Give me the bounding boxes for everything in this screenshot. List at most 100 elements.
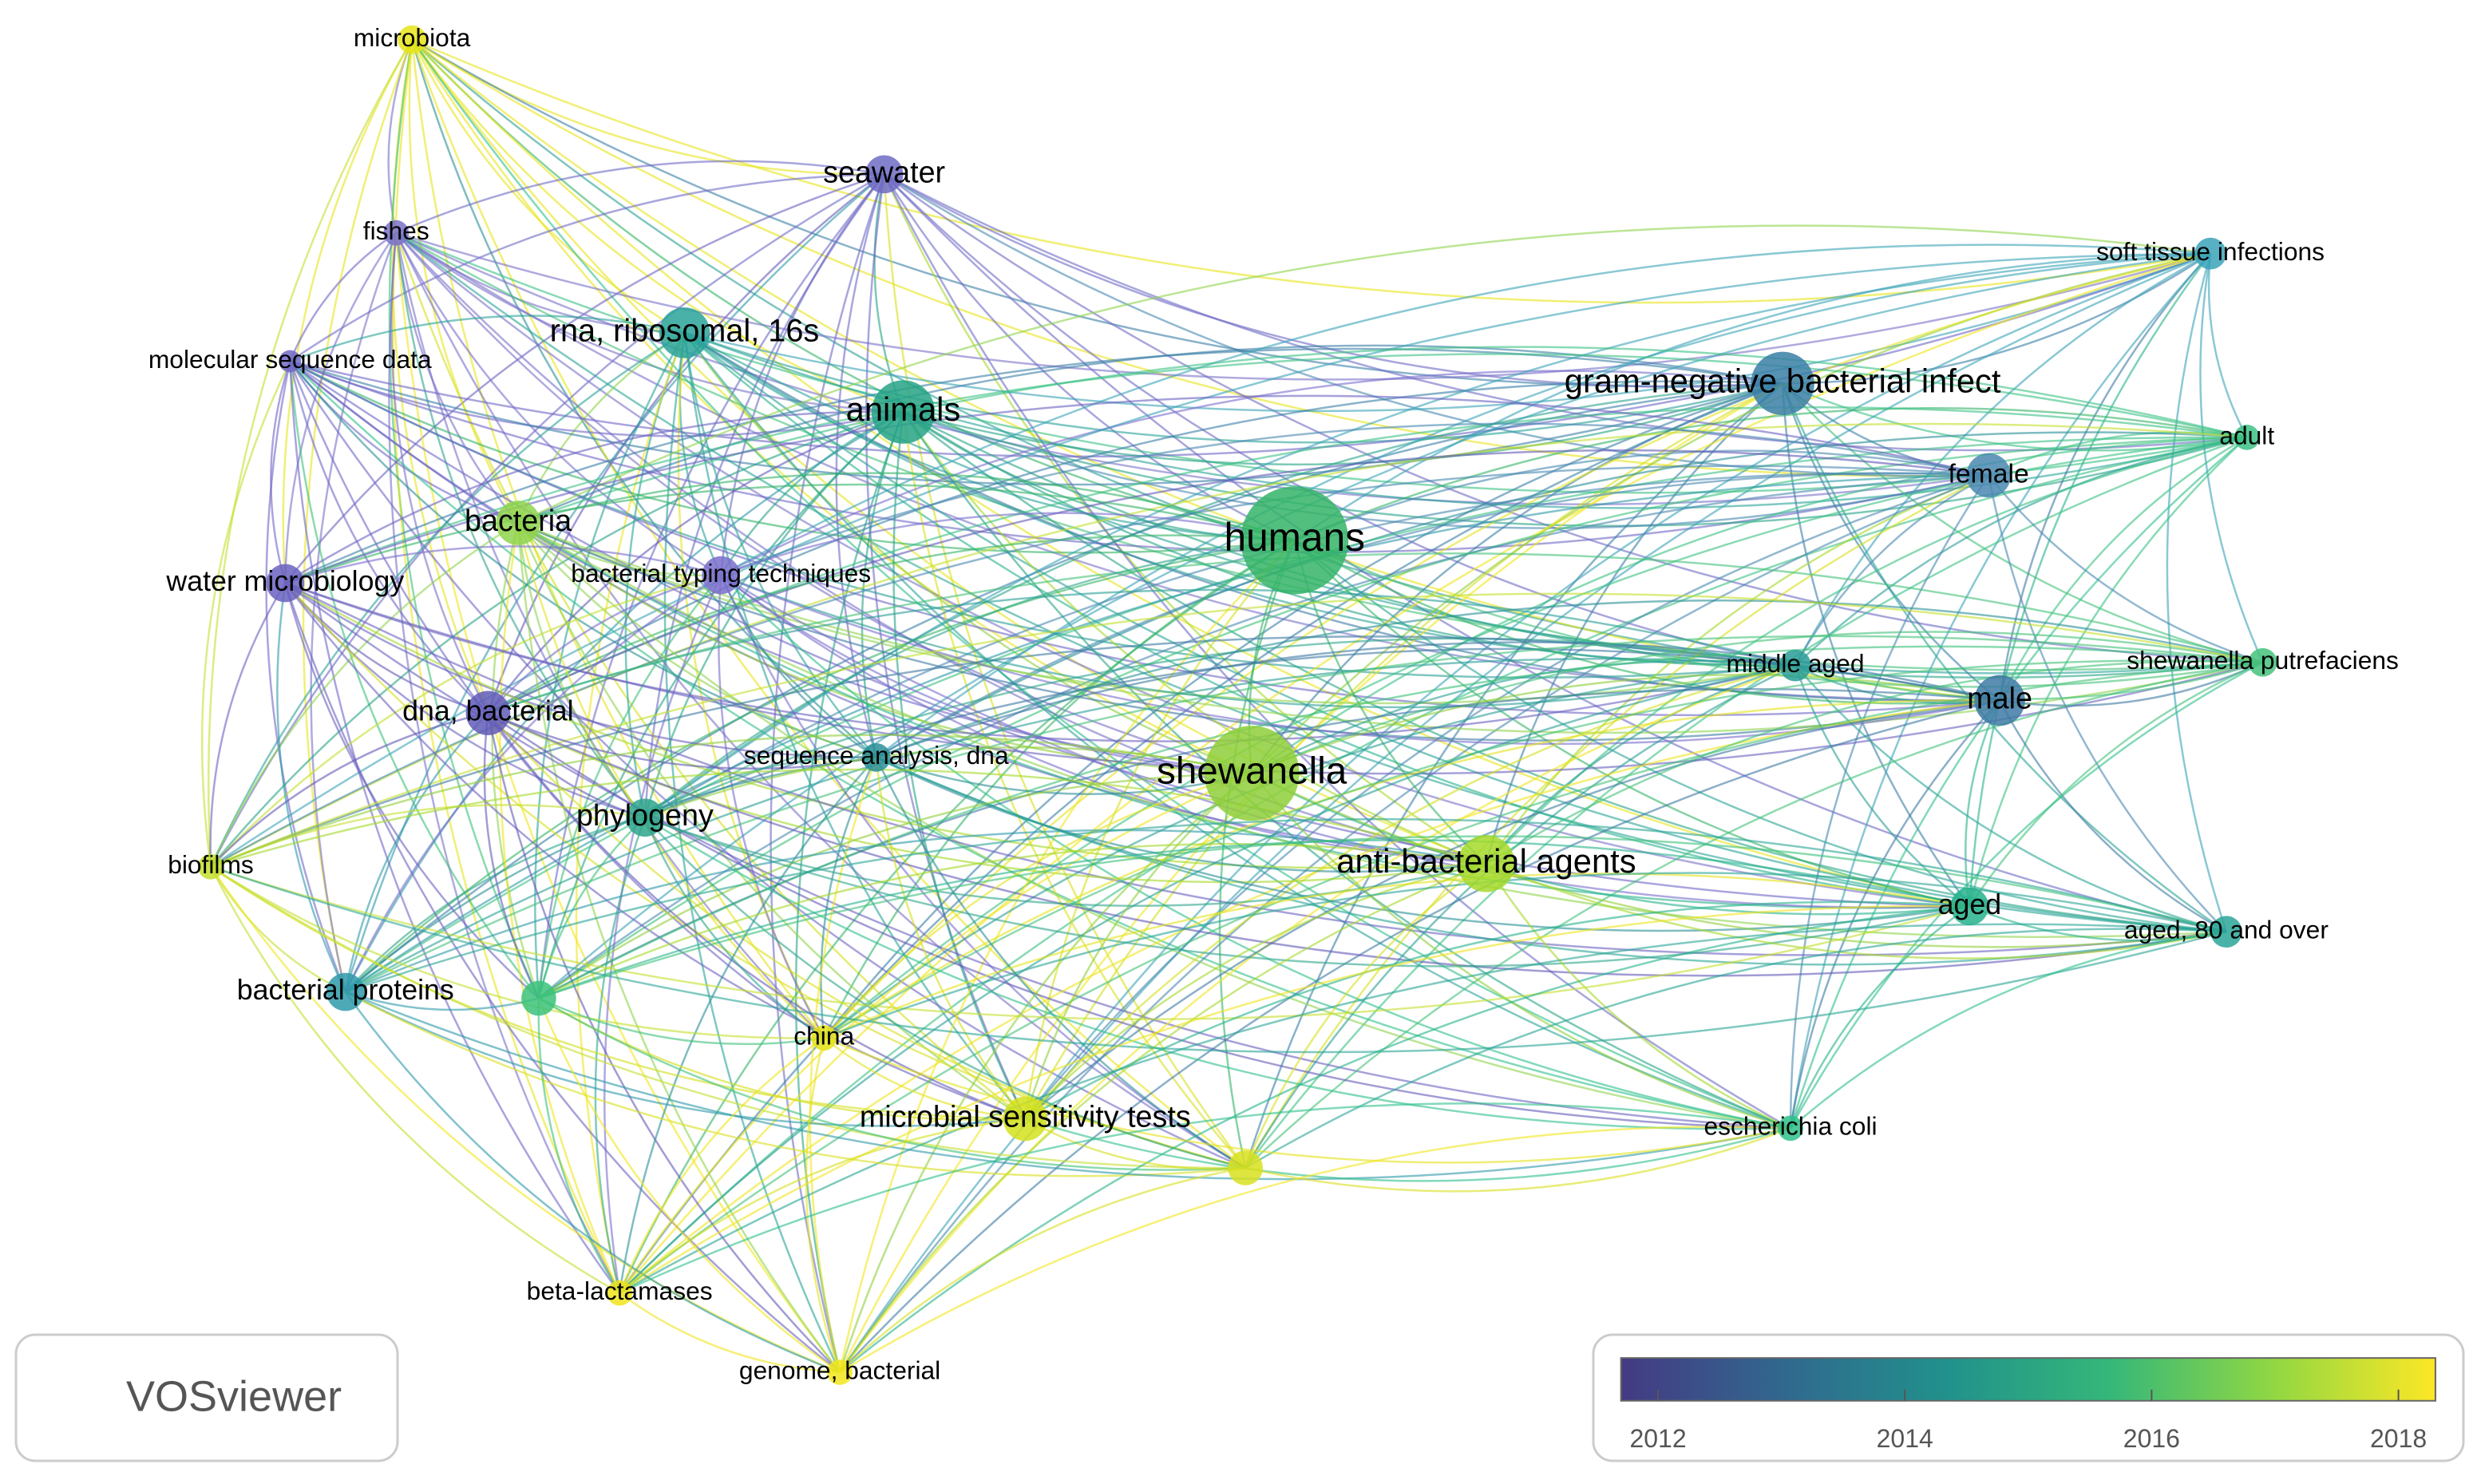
edge	[207, 38, 413, 867]
edge	[1486, 660, 2263, 865]
edge	[487, 449, 1989, 714]
edge	[876, 756, 1487, 873]
edge	[289, 360, 1487, 865]
node	[1751, 351, 1814, 416]
edge	[538, 772, 1252, 999]
node-label: rna, ribosomal, 16s	[550, 313, 820, 348]
node	[465, 691, 511, 736]
logo-text: VOSviewer	[126, 1372, 342, 1420]
edge	[538, 842, 1487, 999]
edge	[1789, 699, 2000, 1129]
node-label: bacterial typing techniques	[571, 559, 871, 588]
edge	[487, 380, 1783, 714]
edge	[516, 331, 686, 524]
edge	[408, 39, 520, 524]
edge	[720, 243, 2211, 576]
node	[1974, 675, 2025, 726]
edge	[209, 866, 346, 993]
edge	[345, 991, 1026, 1127]
edge	[491, 522, 540, 999]
edge	[823, 1037, 1791, 1164]
edge	[487, 574, 722, 714]
edge	[823, 872, 2227, 1039]
edge	[537, 817, 646, 999]
node-label: escherichia coli	[1704, 1112, 1878, 1141]
edge	[1024, 1118, 1791, 1182]
edge	[1965, 699, 2001, 907]
node	[496, 501, 540, 545]
edge	[1024, 540, 1296, 1119]
edge	[289, 315, 685, 362]
edge	[388, 232, 621, 1294]
edge	[534, 332, 686, 999]
edge	[1244, 661, 2263, 1169]
edge	[395, 232, 2211, 381]
node-label: aged, 80 and over	[2124, 916, 2329, 944]
edge	[276, 583, 346, 993]
edge	[619, 252, 2211, 1294]
node-label: shewanella putrefaciens	[2127, 646, 2399, 675]
edge	[411, 38, 1296, 542]
node	[861, 742, 891, 772]
edge	[1790, 930, 2227, 1130]
logo-box	[14, 1333, 399, 1462]
node-label: fishes	[363, 216, 429, 245]
edge	[643, 817, 825, 1039]
node	[1240, 486, 1349, 595]
edge	[619, 772, 1252, 1294]
edge	[284, 347, 1783, 584]
edge	[517, 224, 2211, 524]
edge	[538, 839, 1970, 999]
edge	[538, 997, 1246, 1171]
edge	[1294, 449, 1989, 542]
node-label: animals	[846, 390, 961, 428]
edge	[839, 699, 2000, 1373]
edge	[720, 512, 1296, 576]
node	[2210, 916, 2242, 948]
edge	[720, 422, 1989, 576]
edge	[284, 173, 885, 584]
node	[1779, 649, 1811, 682]
edge	[284, 582, 1487, 869]
node	[1950, 887, 1989, 926]
edge	[720, 410, 904, 576]
edge	[210, 804, 646, 868]
edge	[663, 332, 841, 1373]
edge	[684, 331, 1783, 444]
edge	[410, 39, 825, 1039]
edge	[1987, 475, 2227, 933]
edge	[770, 173, 885, 1373]
node	[626, 798, 664, 837]
edge	[1998, 252, 2211, 701]
edge	[1789, 661, 2264, 1129]
node-label: biofilms	[168, 850, 254, 879]
edge	[644, 539, 1295, 819]
edge	[720, 574, 1791, 1130]
edge	[1485, 382, 1783, 865]
edge	[618, 756, 877, 1293]
nodes	[198, 25, 2277, 1385]
edge	[284, 483, 1296, 584]
node-label: seawater	[823, 155, 945, 188]
edge	[718, 575, 825, 1039]
edge	[1251, 772, 2227, 948]
tick-label: 2018	[2370, 1424, 2427, 1453]
edge	[839, 252, 2211, 1373]
edge	[487, 552, 2263, 714]
edge	[1999, 661, 2264, 707]
edge	[1794, 664, 2227, 933]
edge	[1251, 772, 1791, 1130]
edge	[210, 410, 904, 868]
node	[1778, 1115, 1803, 1142]
edge	[875, 757, 1246, 1169]
node-label: water microbiology	[165, 565, 404, 597]
edge	[619, 1118, 1026, 1294]
node	[1228, 1150, 1264, 1185]
edge	[538, 436, 2247, 999]
edge	[210, 592, 2263, 868]
node	[266, 564, 305, 603]
edge	[411, 38, 2211, 304]
edge	[619, 1102, 1791, 1294]
edge	[411, 38, 1252, 774]
